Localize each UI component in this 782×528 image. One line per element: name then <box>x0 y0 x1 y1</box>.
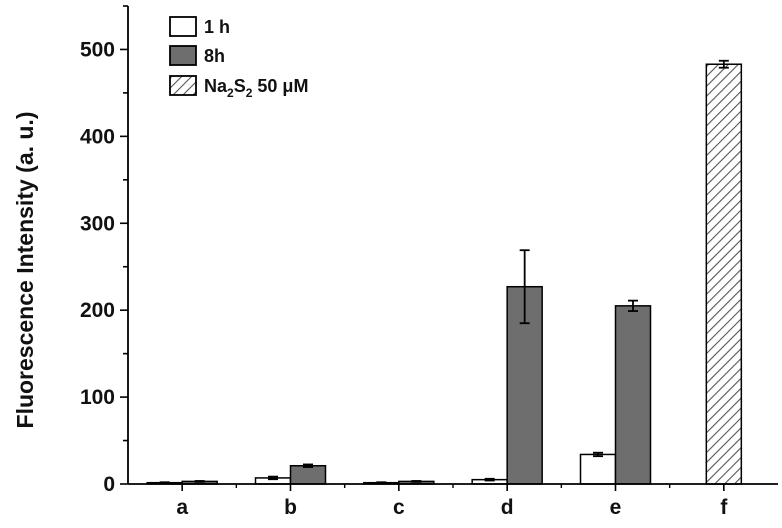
x-tick-label-a: a <box>176 496 188 519</box>
legend-swatch-8h <box>169 45 197 66</box>
legend-swatch-1h <box>169 16 197 37</box>
y-tick-label: 400 <box>80 125 115 148</box>
y-tick-label: 300 <box>80 212 115 235</box>
x-tick-label-c: c <box>393 496 405 519</box>
x-tick-label-f: f <box>720 496 728 519</box>
y-tick-label: 100 <box>80 386 115 409</box>
bar-b-series1 <box>289 464 327 485</box>
legend-label-na2s2: Na2S2 50 μM <box>204 76 308 100</box>
legend-label-1h: 1 h <box>204 17 230 37</box>
x-tick-label-b: b <box>284 496 297 519</box>
y-tick-label: 200 <box>80 299 115 322</box>
legend-swatch-na2s2 <box>169 75 197 96</box>
y-tick-label: 500 <box>80 38 115 61</box>
y-tick-label: 0 <box>103 473 115 496</box>
bar-f-series2 <box>705 63 743 485</box>
y-axis-title-group: Fluorescence Intensity (a. u.) <box>12 112 38 429</box>
x-tick-label-d: d <box>501 496 514 519</box>
legend: 1 h 8h Na2S2 50 μM <box>169 16 308 100</box>
bars-layer <box>146 59 743 485</box>
x-tick-label-e: e <box>610 496 622 519</box>
bar-e-series0 <box>579 453 617 485</box>
bar-e-series1 <box>614 305 652 485</box>
ticks-layer: 0 100 200 300 400 500 a b c d e f <box>80 5 728 519</box>
y-axis-title: Fluorescence Intensity (a. u.) <box>12 112 38 429</box>
legend-label-8h: 8h <box>204 46 225 66</box>
